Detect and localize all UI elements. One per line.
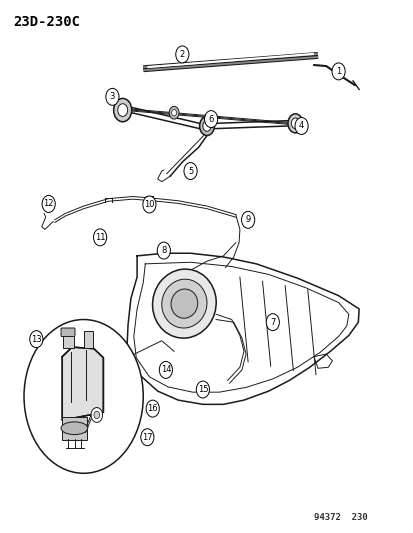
Circle shape xyxy=(91,408,102,422)
Text: 6: 6 xyxy=(208,115,213,124)
Circle shape xyxy=(202,120,211,131)
Circle shape xyxy=(169,107,178,119)
Text: 7: 7 xyxy=(269,318,275,327)
Circle shape xyxy=(24,319,143,473)
Circle shape xyxy=(117,104,127,116)
Circle shape xyxy=(106,88,119,106)
Text: 14: 14 xyxy=(160,366,171,374)
Circle shape xyxy=(94,411,100,419)
Ellipse shape xyxy=(161,279,206,328)
Circle shape xyxy=(171,110,176,116)
Circle shape xyxy=(291,118,299,128)
Text: 15: 15 xyxy=(197,385,208,394)
Circle shape xyxy=(241,212,254,228)
Ellipse shape xyxy=(171,289,197,318)
Circle shape xyxy=(294,117,307,134)
Circle shape xyxy=(287,114,302,133)
FancyBboxPatch shape xyxy=(61,328,75,336)
Circle shape xyxy=(183,163,197,180)
Polygon shape xyxy=(62,347,103,420)
Circle shape xyxy=(30,330,43,348)
Text: 10: 10 xyxy=(144,200,154,209)
Text: 11: 11 xyxy=(95,233,105,242)
Circle shape xyxy=(114,99,131,122)
Text: 23D-230C: 23D-230C xyxy=(14,14,81,29)
FancyBboxPatch shape xyxy=(62,333,74,348)
Circle shape xyxy=(199,116,214,135)
Text: 12: 12 xyxy=(43,199,54,208)
Circle shape xyxy=(196,381,209,398)
Text: 1: 1 xyxy=(335,67,340,76)
Circle shape xyxy=(157,242,170,259)
Circle shape xyxy=(176,46,188,63)
Ellipse shape xyxy=(152,269,216,338)
Circle shape xyxy=(93,229,107,246)
Text: 4: 4 xyxy=(298,122,304,131)
Text: 17: 17 xyxy=(142,433,152,442)
Text: 9: 9 xyxy=(245,215,250,224)
Text: 13: 13 xyxy=(31,335,42,344)
Circle shape xyxy=(142,196,156,213)
Circle shape xyxy=(266,314,279,330)
Circle shape xyxy=(159,361,172,378)
Text: 8: 8 xyxy=(161,246,166,255)
Text: 16: 16 xyxy=(147,404,158,413)
Circle shape xyxy=(204,111,217,127)
Text: 94372  230: 94372 230 xyxy=(313,513,367,522)
Text: 5: 5 xyxy=(188,166,193,175)
Text: 3: 3 xyxy=(109,92,115,101)
Ellipse shape xyxy=(61,422,88,434)
FancyBboxPatch shape xyxy=(84,331,93,348)
Text: 2: 2 xyxy=(179,50,185,59)
FancyBboxPatch shape xyxy=(62,417,86,440)
Circle shape xyxy=(146,400,159,417)
Circle shape xyxy=(42,196,55,213)
Circle shape xyxy=(140,429,154,446)
Circle shape xyxy=(331,63,344,80)
